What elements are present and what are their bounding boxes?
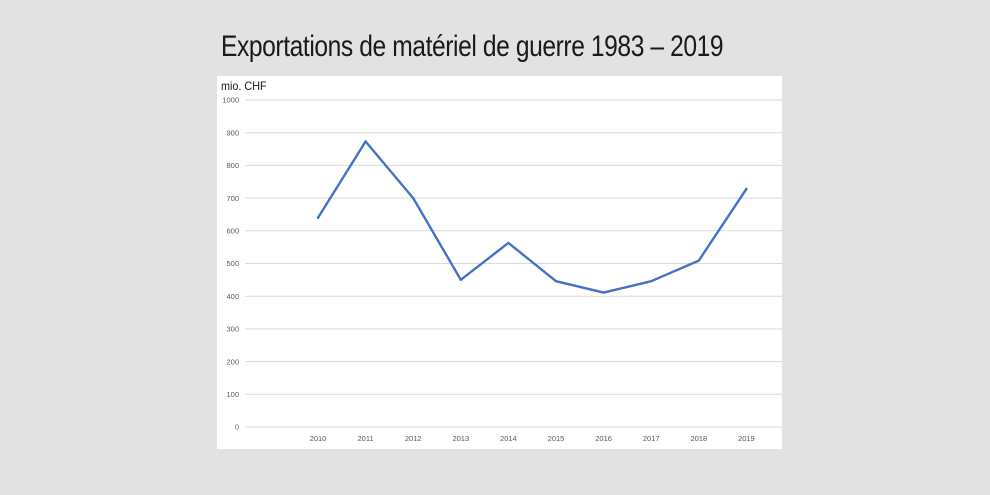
y-tick-label: 800 — [226, 161, 239, 170]
chart-panel: mio. CHF 0 100 200 300 400 500 600 700 800 900 100… — [217, 76, 782, 449]
data-point-2017 — [650, 280, 653, 283]
line-chart: 0 100 200 300 400 500 600 700 800 900 1000 2010 2011… — [222, 96, 782, 443]
data-point-2013 — [459, 278, 462, 281]
y-tick-label: 100 — [226, 390, 239, 399]
chart-title: Exportations de matériel de guerre 1983 … — [221, 30, 724, 63]
y-tick-label: 1000 — [222, 96, 239, 105]
x-tick-label: 2011 — [358, 434, 374, 443]
x-tick-label: 2010 — [310, 434, 327, 443]
data-point-2010 — [316, 216, 320, 219]
y-tick-label: 600 — [226, 227, 239, 236]
y-tick-label: 500 — [226, 259, 239, 268]
data-point-2016 — [602, 291, 605, 294]
data-point-2019 — [745, 187, 748, 191]
x-tick-label: 2019 — [738, 434, 755, 443]
y-tick-label: 300 — [226, 325, 239, 334]
x-tick-label: 2016 — [595, 434, 612, 443]
data-point-2011 — [364, 140, 367, 143]
x-tick-label: 2017 — [643, 434, 660, 443]
x-tick-label: 2013 — [452, 434, 469, 443]
y-tick-label: 200 — [226, 357, 239, 366]
series-line-0 — [316, 140, 748, 294]
y-tick-label: 0 — [235, 423, 239, 432]
y-tick-label: 900 — [226, 128, 239, 137]
x-tick-label: 2018 — [690, 434, 707, 443]
x-tick-label: 2015 — [548, 434, 565, 443]
y-tick-label: 700 — [226, 194, 239, 203]
x-tick-label: 2014 — [500, 434, 517, 443]
y-tick-label: 400 — [226, 292, 239, 301]
data-point-2015 — [554, 280, 558, 283]
y-axis-unit-label: mio. CHF — [221, 79, 267, 93]
x-tick-label: 2012 — [405, 434, 422, 443]
data-point-2014 — [507, 241, 510, 245]
data-point-2012 — [412, 196, 415, 200]
data-point-2018 — [697, 259, 700, 262]
